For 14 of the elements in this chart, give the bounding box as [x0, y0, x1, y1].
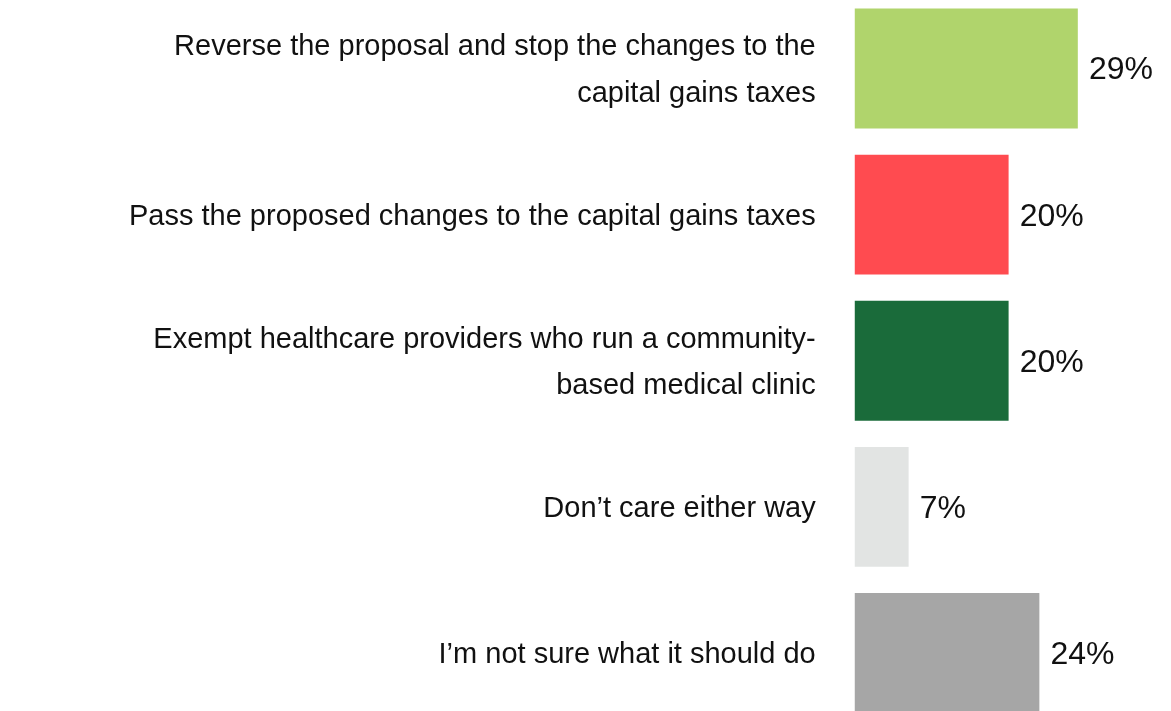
bar: [854, 300, 1009, 421]
data-label: 20%: [1019, 342, 1084, 379]
data-label: 29%: [1088, 50, 1154, 87]
bar: [854, 446, 909, 567]
data-label: 20%: [1019, 196, 1084, 233]
y-tick-label: Reverse the proposal and stop the changes to the capital gains taxes: [174, 29, 816, 108]
data-label: 24%: [1050, 635, 1115, 672]
bar: [854, 154, 1009, 275]
bar: [854, 8, 1078, 129]
y-tick-label: I’m not sure what it should do: [438, 637, 816, 670]
y-tick-label: Exempt healthcare providers who run a community- based medical clinic: [153, 321, 816, 400]
y-tick-label: Don’t care either way: [543, 490, 817, 523]
data-label: 7%: [919, 488, 967, 525]
y-tick-label: Pass the proposed changes to the capital gains taxes: [128, 198, 816, 231]
